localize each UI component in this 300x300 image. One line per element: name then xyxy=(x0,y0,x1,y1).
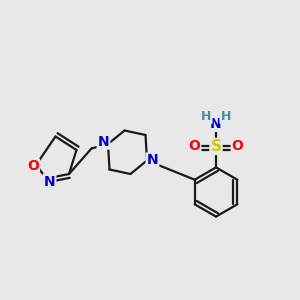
Text: N: N xyxy=(147,154,158,167)
Text: O: O xyxy=(232,140,244,153)
Text: O: O xyxy=(188,140,200,153)
Text: N: N xyxy=(98,135,109,148)
Text: O: O xyxy=(27,160,39,173)
Text: N: N xyxy=(44,175,55,188)
Text: H: H xyxy=(220,110,231,123)
Text: S: S xyxy=(211,139,221,154)
Text: N: N xyxy=(210,117,222,131)
Text: H: H xyxy=(201,110,212,123)
